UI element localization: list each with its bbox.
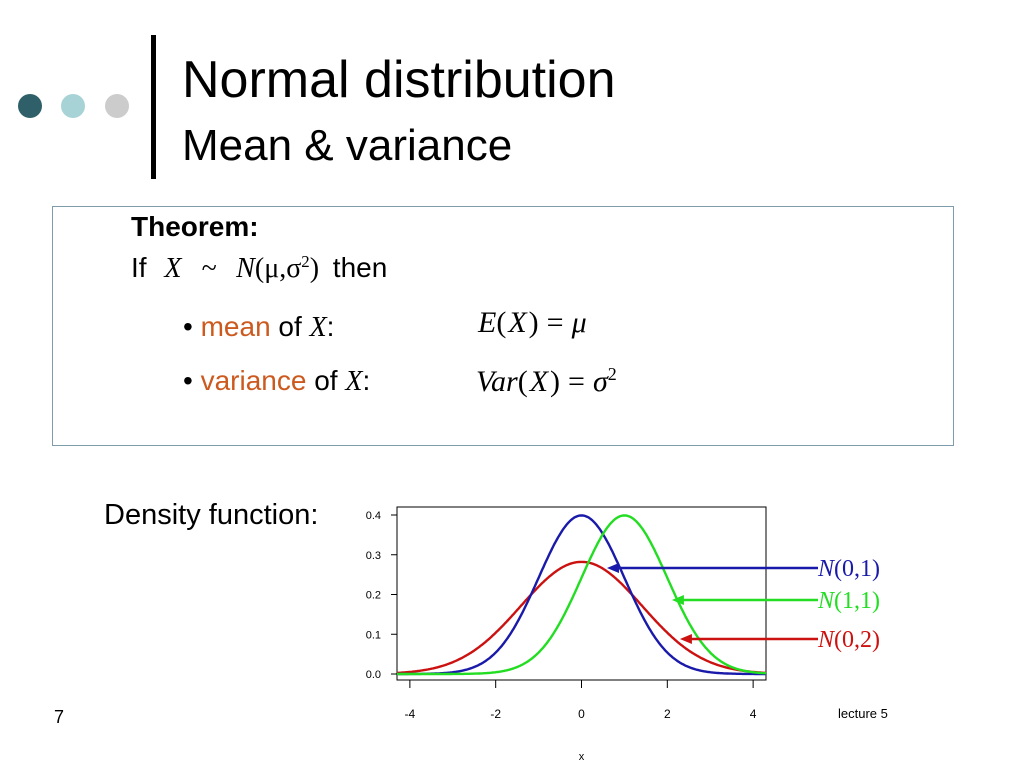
- then-word: then: [332, 252, 388, 284]
- density-label: Density function:: [104, 499, 319, 531]
- mean-arg: X: [508, 306, 527, 339]
- mean-rparen: ): [528, 306, 539, 339]
- mean-formula: E(X) = μ: [478, 306, 587, 340]
- bullet-mean: • mean of X:: [183, 311, 335, 343]
- variance-var-symbol: X: [345, 366, 363, 397]
- y-tick-label: 0.2: [366, 590, 381, 602]
- variance-exponent: 2: [607, 364, 617, 384]
- annotation-dist-symbol: N: [817, 556, 836, 582]
- variance-equals: =: [568, 364, 585, 398]
- annotation-dist-symbol: N: [817, 627, 836, 653]
- annotation-arrowhead-0: [606, 563, 619, 573]
- decor-dot-gray: [105, 94, 129, 118]
- mean-colon: :: [326, 311, 335, 342]
- variance-arg: X: [529, 364, 549, 398]
- series-line-1: [397, 514, 767, 676]
- x-tick-label: 4: [750, 707, 757, 721]
- mean-lhs: E: [478, 306, 497, 339]
- y-tick-label: 0.0: [366, 669, 381, 681]
- tilde-symbol: ~: [201, 253, 217, 285]
- annotation-params: (1,1): [834, 588, 880, 614]
- y-tick-label: 0.1: [366, 629, 381, 641]
- variance-term: variance: [200, 365, 307, 396]
- variance-rhs: σ: [592, 364, 608, 398]
- annotation-dist-symbol: N: [817, 588, 836, 614]
- decor-dot-light: [61, 94, 85, 118]
- annotation-arrowhead-1: [671, 595, 684, 605]
- variance-lhs: Var: [476, 364, 518, 398]
- variance-lparen: (: [517, 364, 528, 398]
- annotation-label-0: N(0,1): [817, 556, 880, 582]
- x-tick-label: -4: [405, 707, 416, 721]
- sigma-exponent: 2: [301, 252, 310, 271]
- page-number: 7: [54, 707, 65, 727]
- x-axis-label: x: [579, 751, 585, 763]
- x-tick-label: 2: [664, 707, 671, 721]
- y-tick-label: 0.4: [366, 510, 381, 522]
- mean-term: mean: [200, 311, 271, 342]
- annotation-label-2: N(0,2): [817, 627, 880, 653]
- mean-equals: =: [546, 306, 564, 339]
- mean-var-symbol: X: [309, 312, 327, 343]
- theorem-condition: If X ~ N(μ,σ2) then: [131, 252, 387, 285]
- theorem-box: [52, 206, 954, 446]
- annotation-arrowhead-2: [679, 634, 692, 644]
- variance-colon: :: [362, 365, 371, 396]
- y-tick-label: 0.3: [366, 550, 381, 562]
- slide-title: Normal distribution: [182, 51, 616, 109]
- title-divider: [151, 35, 156, 179]
- mean-lparen: (: [496, 306, 507, 339]
- slide-subtitle: Mean & variance: [182, 121, 513, 170]
- mean-of-word: of: [278, 311, 302, 342]
- dist-symbol: N: [236, 253, 255, 285]
- variance-of-word: of: [314, 365, 338, 396]
- footer-text: lecture 5: [838, 706, 888, 721]
- decor-dot-dark: [18, 94, 42, 118]
- annotation-params: (0,1): [834, 556, 880, 582]
- x-tick-label: 0: [578, 707, 585, 721]
- mean-rhs: μ: [571, 306, 587, 339]
- sigma-symbol: σ: [286, 253, 302, 285]
- bullet-variance: • variance of X:: [183, 365, 371, 397]
- x-tick-label: -2: [490, 707, 501, 721]
- variance-rparen: ): [550, 364, 561, 398]
- dist-open: (: [254, 253, 265, 285]
- param-comma: ,: [279, 253, 287, 285]
- dist-close: ): [309, 253, 320, 285]
- variance-formula: Var(X) = σ2: [476, 364, 617, 399]
- theorem-heading: Theorem:: [131, 211, 259, 242]
- annotation-params: (0,2): [834, 627, 880, 653]
- series-line-0: [397, 514, 766, 676]
- annotation-label-1: N(1,1): [817, 588, 880, 614]
- rv-symbol: X: [164, 253, 182, 285]
- series-line-2: [396, 560, 767, 675]
- if-word: If: [131, 252, 147, 284]
- mu-symbol: μ: [264, 253, 280, 285]
